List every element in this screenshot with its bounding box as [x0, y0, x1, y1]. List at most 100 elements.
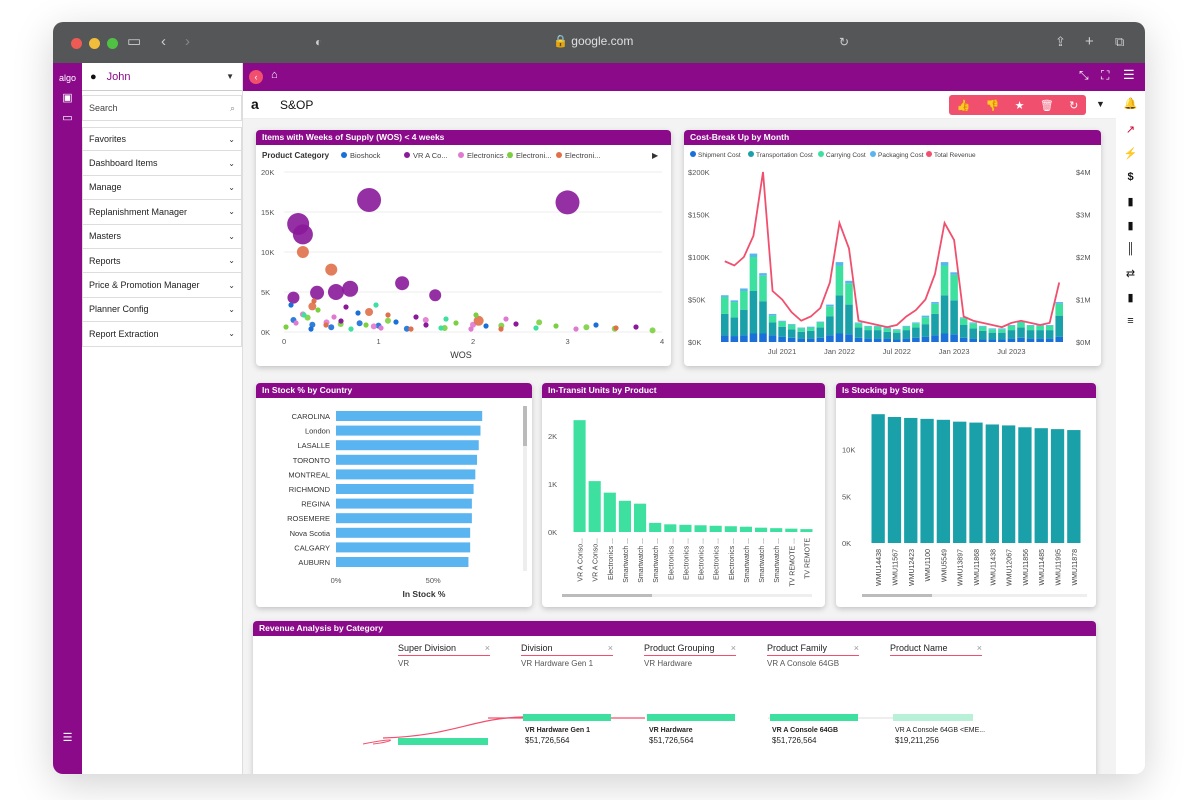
list-add-icon[interactable]: ≡	[1127, 315, 1134, 327]
star-icon[interactable]: ★	[1014, 99, 1025, 112]
scatter-point	[296, 246, 309, 258]
tree-node-bar	[523, 714, 611, 721]
sidebar-item[interactable]: Price & Promotion Manager ⌄	[82, 273, 242, 298]
wos-scatter-chart[interactable]: Product Category Bioshock VR A Co... Electr…	[256, 145, 671, 366]
back-circle-button[interactable]: ‹	[249, 70, 263, 84]
stacked-bar	[1007, 338, 1016, 342]
bell-icon[interactable]: 🔔	[1123, 98, 1138, 110]
bar	[920, 418, 934, 543]
search-input[interactable]: Search	[89, 103, 118, 113]
fullscreen-icon[interactable]: ⛶	[1101, 68, 1110, 82]
revenue-tree[interactable]: VR Hardware Gen 1 $51,726,564 VR Hardware $…	[253, 636, 1096, 774]
cost-chart[interactable]: Shipment Cost Transportation Cost Carrying…	[684, 145, 1101, 366]
settings-sliders-icon[interactable]: ☰	[62, 732, 73, 744]
stacked-bar	[740, 309, 748, 336]
close-icon[interactable]: ×	[607, 643, 613, 653]
collapse-icon[interactable]: ⤡	[1079, 68, 1089, 82]
sidebar-item[interactable]: Masters ⌄	[82, 224, 242, 249]
new-tab-icon[interactable]: +	[1085, 33, 1094, 50]
forward-icon[interactable]: ›	[185, 33, 190, 50]
sidebar-item[interactable]: Dashboard Items ⌄	[82, 151, 242, 176]
trash-icon[interactable]: 🗑	[1039, 99, 1054, 112]
instock-card: In Stock % by Country CAROLINA London LASA…	[256, 383, 532, 607]
stacked-bar	[1026, 325, 1035, 331]
document-icon[interactable]: ▮	[1127, 196, 1134, 208]
home-icon[interactable]: ⌂	[271, 69, 278, 81]
sidebar-item-label: Manage	[89, 182, 122, 193]
category-label: WMU12067	[1007, 549, 1014, 586]
transit-chart[interactable]: 2K 1K 0K VR A Conso... VR A Conso... Electron…	[542, 398, 825, 607]
stacked-bar	[721, 335, 729, 342]
waveform-icon[interactable]: ║	[1126, 243, 1135, 255]
stacked-bar	[749, 333, 758, 342]
close-icon[interactable]: ×	[853, 643, 859, 653]
stacked-bar	[721, 296, 729, 314]
sidebar-search[interactable]: Search ⌕	[82, 95, 242, 121]
sidebar-item[interactable]: Favorites ⌄	[82, 127, 242, 152]
category-label: Electronics ...	[714, 538, 721, 580]
sidebar-item[interactable]: Report Extraction ⌄	[82, 322, 242, 347]
instock-chart[interactable]: CAROLINA London LASALLE TORONTO MONTREAL RICH…	[256, 398, 532, 607]
scatter-point	[385, 312, 391, 318]
share-icon[interactable]: ⇪	[1055, 34, 1066, 49]
category-label: WMU11485	[1039, 549, 1046, 586]
revenue-column-header[interactable]: Product Grouping × VR Hardware	[644, 643, 736, 668]
reload-icon[interactable]: ↻	[839, 35, 850, 49]
stacked-bar	[883, 331, 891, 339]
sidebar-item[interactable]: Planner Config ⌄	[82, 297, 242, 323]
shield-icon[interactable]: ◐	[315, 35, 323, 49]
maximize-window-button[interactable]	[107, 38, 118, 49]
dollar-icon[interactable]: $	[1127, 171, 1134, 183]
revenue-column-header[interactable]: Super Division × VR	[398, 643, 490, 668]
stacked-bar	[768, 315, 777, 323]
sidebar-item[interactable]: Reports ⌄	[82, 248, 242, 274]
stacked-bar	[912, 327, 920, 338]
stacked-bar	[969, 328, 977, 339]
devices-icon[interactable]: ▭	[62, 112, 73, 124]
close-icon[interactable]: ×	[976, 643, 982, 653]
hamburger-menu-icon[interactable]: ☰	[1123, 67, 1135, 82]
stacked-bar	[873, 326, 882, 331]
page-header: a S&OP 👍 👎 ★ 🗑 ↻ ▼	[243, 91, 1116, 119]
legend-marker	[818, 151, 824, 157]
document-add-icon[interactable]: ▮	[1127, 292, 1134, 304]
close-icon[interactable]: ×	[730, 643, 736, 653]
bar	[1050, 429, 1065, 543]
category-label: Smartwatch ...	[623, 538, 630, 583]
bar	[1018, 427, 1032, 543]
chevron-down-icon: ⌄	[228, 134, 235, 144]
tabs-overview-icon[interactable]: ⧉	[1115, 34, 1125, 49]
address-bar[interactable]: 🔒 google.com	[553, 34, 634, 48]
user-menu[interactable]: ● John ▼	[82, 63, 242, 91]
cost-title: Cost-Break Up by Month	[684, 130, 1101, 145]
stacked-bar	[864, 325, 872, 327]
sidebar-item[interactable]: Replanishment Manager ⌄	[82, 200, 242, 225]
back-icon[interactable]: ‹	[161, 33, 166, 50]
sidebar-toggle-icon[interactable]: ▭	[127, 33, 142, 50]
stocking-chart[interactable]: 10K 5K 0K WMU14438 WMU11567 WMU12423 WMU1100 WM…	[836, 398, 1096, 607]
revenue-column-header[interactable]: Product Name ×	[890, 643, 982, 659]
lightning-icon[interactable]: ⚡	[1123, 148, 1138, 160]
close-window-button[interactable]	[71, 38, 82, 49]
category-label: WMU11878	[1072, 549, 1079, 586]
x-tick-label: 3	[566, 337, 570, 346]
stacked-bar	[759, 333, 767, 342]
stacked-bar	[1045, 338, 1054, 342]
thumbs-down-icon[interactable]: 👎	[985, 99, 1000, 112]
document-check-icon[interactable]: ▮	[1127, 220, 1134, 232]
transfer-icon[interactable]: ⇄	[1125, 268, 1136, 280]
minimize-window-button[interactable]	[89, 38, 100, 49]
trend-icon[interactable]: ↗	[1125, 124, 1136, 136]
revenue-column-header[interactable]: Product Family × VR A Console 64GB	[767, 643, 859, 668]
close-icon[interactable]: ×	[484, 643, 490, 653]
briefcase-icon[interactable]: ▣	[62, 92, 73, 104]
bar	[336, 557, 469, 567]
stacked-bar	[826, 335, 834, 342]
revenue-column-header[interactable]: Division × VR Hardware Gen 1	[521, 643, 613, 668]
stacked-bar	[797, 331, 805, 339]
sidebar-item[interactable]: Manage ⌄	[82, 175, 242, 201]
refresh-icon[interactable]: ↻	[1069, 99, 1079, 112]
category-label: TV REMOTE	[804, 538, 811, 579]
chevron-down-icon[interactable]: ▼	[1096, 99, 1105, 109]
thumbs-up-icon[interactable]: 👍	[956, 99, 971, 112]
